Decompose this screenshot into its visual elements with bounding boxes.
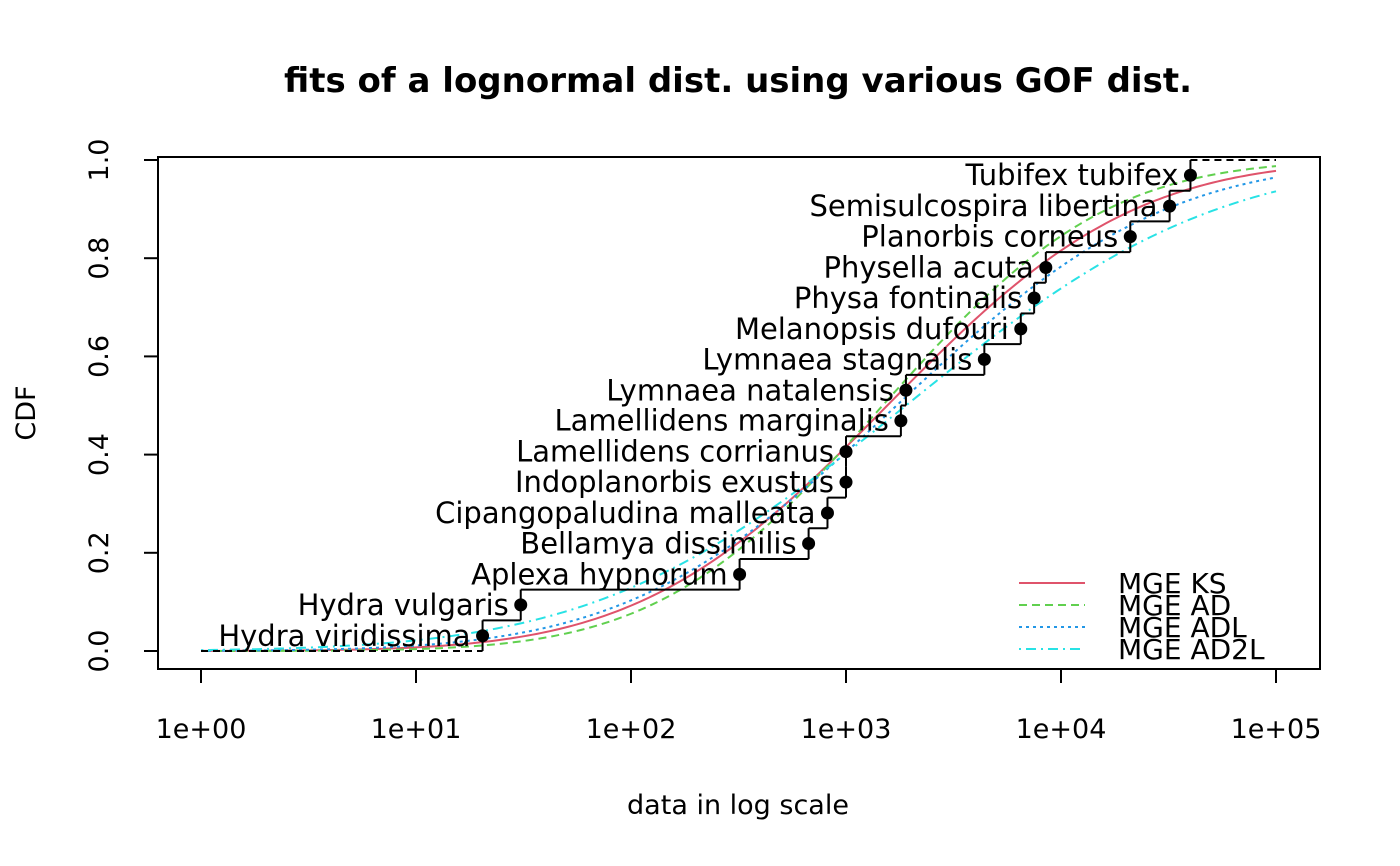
y-tick-label: 0.8 — [84, 237, 115, 280]
data-point — [1123, 230, 1137, 244]
data-point — [977, 352, 991, 366]
y-axis-label: CDF — [11, 385, 42, 440]
data-point — [899, 383, 913, 397]
legend-label: MGE AD — [1118, 589, 1231, 622]
data-point — [839, 475, 853, 489]
species-label: Physa fontinalis — [794, 281, 1022, 315]
data-point — [894, 414, 908, 428]
x-tick-label: 1e+00 — [156, 714, 247, 745]
species-label: Lymnaea natalensis — [606, 373, 894, 407]
y-axis: 0.0 0.2 0.4 0.6 0.8 1.0 — [84, 139, 159, 673]
species-label: Lamellidens marginalis — [554, 404, 888, 438]
species-label: Hydra viridissima — [218, 619, 470, 653]
species-label: Cipangopaludina malleata — [435, 496, 815, 530]
chart-title: fits of a lognormal dist. using various … — [284, 61, 1192, 101]
x-tick-label: 1e+03 — [801, 714, 892, 745]
curve-mge-ks — [200, 169, 1277, 652]
fitted-curves — [200, 165, 1277, 652]
x-tick-label: 1e+02 — [586, 714, 677, 745]
curve-mge-ad — [201, 165, 1277, 652]
legend-label: MGE ADL — [1118, 611, 1247, 644]
x-axis-label: data in log scale — [627, 790, 849, 821]
y-tick-label: 1.0 — [84, 139, 115, 182]
species-label: Semisulcospira libertina — [809, 189, 1157, 223]
x-tick-label: 1e+01 — [371, 714, 462, 745]
data-point — [1183, 168, 1197, 182]
data-point — [839, 445, 853, 459]
y-tick-label: 0.2 — [84, 531, 115, 574]
species-label: Planorbis corneus — [861, 220, 1118, 254]
species-label: Physella acuta — [823, 251, 1033, 285]
x-axis: 1e+00 1e+01 1e+02 1e+03 1e+04 1e+05 — [156, 668, 1322, 745]
species-label: Lymnaea stagnalis — [702, 342, 972, 376]
empirical-cdf — [201, 159, 1276, 652]
species-label: Indoplanorbis exustus — [515, 465, 834, 499]
legend-label: MGE KS — [1118, 567, 1227, 600]
y-tick-label: 0.6 — [84, 335, 115, 378]
data-point — [802, 536, 816, 550]
x-tick-label: 1e+04 — [1016, 714, 1107, 745]
data-point — [820, 506, 834, 520]
data-point — [1163, 199, 1177, 213]
species-label: Aplexa hypnorum — [471, 557, 727, 591]
y-tick-label: 0.4 — [84, 433, 115, 476]
data-point — [1039, 261, 1053, 275]
data-point — [476, 629, 490, 643]
data-point — [1014, 322, 1028, 336]
species-label: Bellamya dissimilis — [520, 526, 796, 560]
y-tick-label: 0.0 — [84, 630, 115, 673]
species-label: Lamellidens corrianus — [516, 435, 834, 469]
species-label: Hydra vulgaris — [298, 588, 509, 622]
data-point — [1027, 291, 1041, 305]
x-tick-label: 1e+05 — [1231, 714, 1322, 745]
data-point — [733, 567, 747, 581]
species-label: Melanopsis dufouri — [735, 312, 1009, 346]
legend-label: MGE AD2L — [1118, 633, 1265, 666]
data-point — [514, 598, 528, 612]
species-label: Tubifex tubifex — [964, 158, 1178, 192]
curve-mge-ad2l — [200, 190, 1277, 652]
